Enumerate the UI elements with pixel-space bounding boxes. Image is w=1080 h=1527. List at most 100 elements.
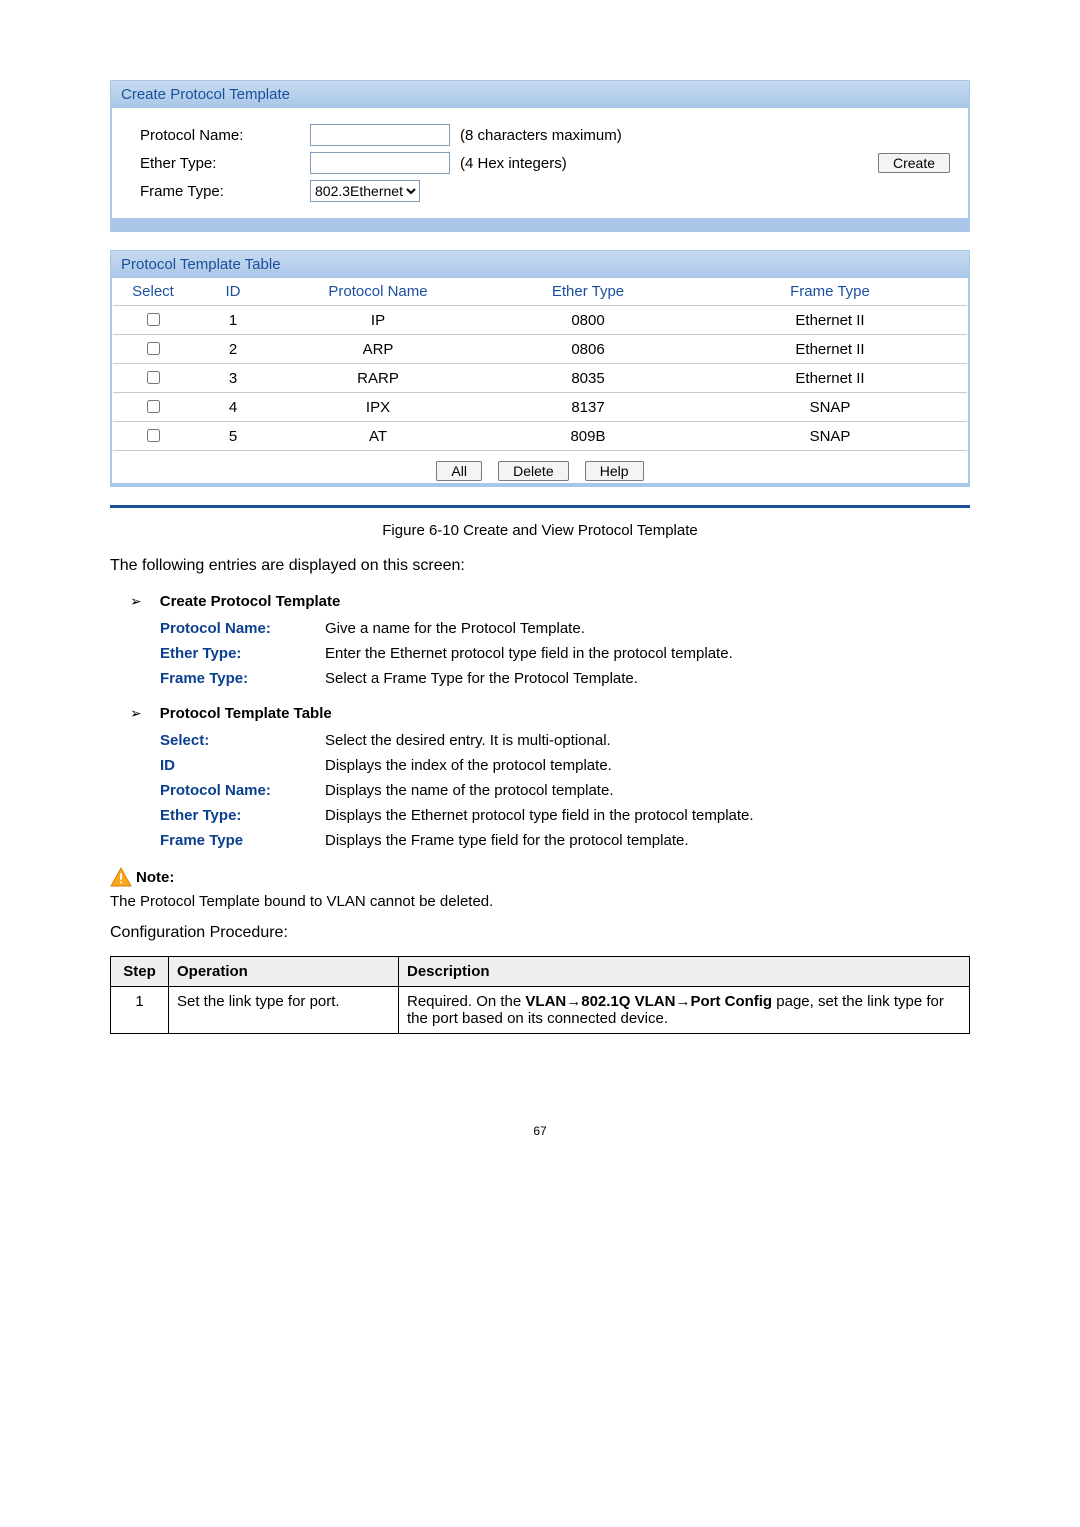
def-term: Protocol Name: [160, 620, 325, 637]
cell-name: AT [273, 422, 483, 451]
delete-button[interactable]: Delete [498, 461, 568, 481]
create-button[interactable]: Create [878, 153, 950, 173]
table-row: 1 IP 0800 Ethernet II [113, 306, 967, 335]
note-label: Note: [136, 869, 174, 886]
divider [110, 505, 970, 508]
help-button[interactable]: Help [585, 461, 644, 481]
def-row: ID Displays the index of the protocol te… [160, 757, 970, 774]
protocol-name-label: Protocol Name: [140, 127, 310, 144]
cell-frame: SNAP [693, 393, 967, 422]
def-desc: Displays the name of the protocol templa… [325, 782, 970, 799]
def-row: Protocol Name: Give a name for the Proto… [160, 620, 970, 637]
table-panel-title: Protocol Template Table [111, 251, 969, 278]
def-desc: Displays the index of the protocol templ… [325, 757, 970, 774]
warning-icon [110, 867, 132, 887]
bullet-icon: ➢ [130, 593, 142, 610]
col-frametype: Frame Type [693, 278, 967, 306]
def-term: Ether Type: [160, 645, 325, 662]
proc-operation: Set the link type for port. [169, 987, 399, 1034]
def-row: Frame Type Displays the Frame type field… [160, 832, 970, 849]
create-panel-title: Create Protocol Template [111, 81, 969, 108]
create-panel-body: Protocol Name: (8 characters maximum) Et… [112, 108, 968, 218]
procedure-table: Step Operation Description 1 Set the lin… [110, 956, 970, 1034]
def-term: Select: [160, 732, 325, 749]
col-protocolname: Protocol Name [273, 278, 483, 306]
section1-title: Create Protocol Template [160, 593, 341, 610]
cell-ether: 8137 [483, 393, 693, 422]
protocol-template-table-panel: Protocol Template Table Select ID Protoc… [110, 250, 970, 487]
cell-ether: 0800 [483, 306, 693, 335]
def-row: Ether Type: Enter the Ethernet protocol … [160, 645, 970, 662]
table-row: 3 RARP 8035 Ethernet II [113, 364, 967, 393]
def-desc: Displays the Frame type field for the pr… [325, 832, 970, 849]
protocol-name-hint: (8 characters maximum) [460, 127, 622, 144]
table-panel-body: Select ID Protocol Name Ether Type Frame… [112, 278, 968, 483]
figure-caption: Figure 6-10 Create and View Protocol Tem… [110, 522, 970, 539]
def-row: Select: Select the desired entry. It is … [160, 732, 970, 749]
def-desc: Displays the Ethernet protocol type fiel… [325, 807, 970, 824]
ether-type-hint: (4 Hex integers) [460, 155, 567, 172]
def-row: Ether Type: Displays the Ethernet protoc… [160, 807, 970, 824]
col-id: ID [193, 278, 273, 306]
frame-type-select[interactable]: 802.3Ethernet [310, 180, 420, 202]
cell-id: 3 [193, 364, 273, 393]
table-row: 5 AT 809B SNAP [113, 422, 967, 451]
proc-col-step: Step [111, 957, 169, 987]
cell-name: IPX [273, 393, 483, 422]
proc-col-desc: Description [399, 957, 970, 987]
protocol-name-input[interactable] [310, 124, 450, 146]
def-desc: Select the desired entry. It is multi-op… [325, 732, 970, 749]
col-select: Select [113, 278, 193, 306]
config-title: Configuration Procedure: [110, 924, 970, 942]
cell-frame: Ethernet II [693, 335, 967, 364]
cell-id: 2 [193, 335, 273, 364]
cell-frame: SNAP [693, 422, 967, 451]
section2-header: ➢ Protocol Template Table [130, 705, 970, 722]
def-row: Protocol Name: Displays the name of the … [160, 782, 970, 799]
proc-col-operation: Operation [169, 957, 399, 987]
cell-id: 5 [193, 422, 273, 451]
section2-list: Select: Select the desired entry. It is … [160, 732, 970, 849]
table-actions: All Delete Help [113, 451, 967, 483]
row-select-checkbox[interactable] [147, 371, 160, 384]
proc-step: 1 [111, 987, 169, 1034]
def-term: Frame Type: [160, 670, 325, 687]
cell-name: RARP [273, 364, 483, 393]
page-number: 67 [110, 1124, 970, 1138]
def-term: Ether Type: [160, 807, 325, 824]
proc-description: Required. On the VLAN→802.1Q VLAN→Port C… [399, 987, 970, 1034]
cell-ether: 8035 [483, 364, 693, 393]
ether-type-label: Ether Type: [140, 155, 310, 172]
section1-list: Protocol Name: Give a name for the Proto… [160, 620, 970, 687]
create-protocol-template-panel: Create Protocol Template Protocol Name: … [110, 80, 970, 232]
proc-vlan-path: VLAN→802.1Q VLAN→Port Config [525, 993, 772, 1010]
def-row: Frame Type: Select a Frame Type for the … [160, 670, 970, 687]
bullet-icon: ➢ [130, 705, 142, 722]
row-select-checkbox[interactable] [147, 429, 160, 442]
row-select-checkbox[interactable] [147, 400, 160, 413]
protocol-template-table: Select ID Protocol Name Ether Type Frame… [113, 278, 967, 451]
row-select-checkbox[interactable] [147, 313, 160, 326]
cell-frame: Ethernet II [693, 364, 967, 393]
proc-header-row: Step Operation Description [111, 957, 970, 987]
def-desc: Give a name for the Protocol Template. [325, 620, 970, 637]
frame-type-label: Frame Type: [140, 183, 310, 200]
def-term: ID [160, 757, 325, 774]
def-desc: Enter the Ethernet protocol type field i… [325, 645, 970, 662]
cell-id: 4 [193, 393, 273, 422]
cell-frame: Ethernet II [693, 306, 967, 335]
def-term: Frame Type [160, 832, 325, 849]
section1-header: ➢ Create Protocol Template [130, 593, 970, 610]
def-desc: Select a Frame Type for the Protocol Tem… [325, 670, 970, 687]
row-select-checkbox[interactable] [147, 342, 160, 355]
note-text: The Protocol Template bound to VLAN cann… [110, 893, 970, 910]
cell-name: IP [273, 306, 483, 335]
proc-row: 1 Set the link type for port. Required. … [111, 987, 970, 1034]
section2-title: Protocol Template Table [160, 705, 332, 722]
ether-type-row: Ether Type: (4 Hex integers) Create [140, 152, 954, 174]
ether-type-input[interactable] [310, 152, 450, 174]
intro-text: The following entries are displayed on t… [110, 557, 970, 575]
all-button[interactable]: All [436, 461, 482, 481]
cell-name: ARP [273, 335, 483, 364]
table-row: 2 ARP 0806 Ethernet II [113, 335, 967, 364]
